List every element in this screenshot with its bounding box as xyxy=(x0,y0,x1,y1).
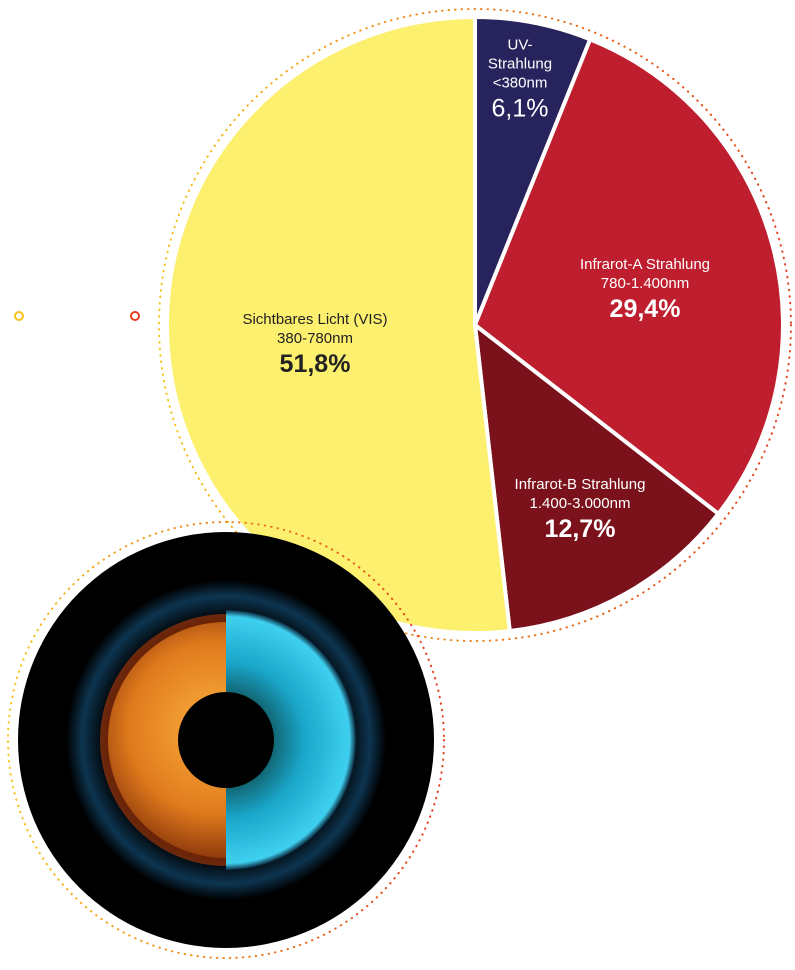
value-label: 29,4% xyxy=(609,295,681,323)
pie-slice xyxy=(473,15,593,327)
category-name: Infrarot-A Strahlung xyxy=(579,256,711,273)
pie xyxy=(165,15,785,635)
wavelength-range: 780-1.400nm xyxy=(600,275,690,292)
slice-label: Infrarot-A Strahlung 780-1.400nm 29,4% xyxy=(545,255,745,325)
category-name: UV-Strahlung xyxy=(487,36,553,73)
wavelength-range: 380-780nm xyxy=(277,330,353,347)
slice-label: UV-Strahlung <380nm 6,1% xyxy=(480,36,560,125)
category-name: Sichtbares Licht (VIS) xyxy=(242,311,388,328)
pie-slice xyxy=(473,37,785,516)
value-label: 6,1% xyxy=(491,94,549,123)
slice-label: Sichtbares Licht (VIS) 380-780nm 51,8% xyxy=(205,310,425,380)
pie-slice xyxy=(473,323,721,634)
connector xyxy=(14,311,140,321)
eye-image xyxy=(7,521,445,959)
category-name: Infrarot-B Strahlung xyxy=(514,476,646,493)
wavelength-range: 1.400-3.000nm xyxy=(529,495,631,512)
slice-label: Infrarot-B Strahlung 1.400-3.000nm 12,7% xyxy=(480,475,680,545)
pie-ring xyxy=(158,8,792,642)
value-label: 51,8% xyxy=(279,350,351,378)
value-label: 12,7% xyxy=(544,515,616,543)
wavelength-range: <380nm xyxy=(492,74,548,92)
